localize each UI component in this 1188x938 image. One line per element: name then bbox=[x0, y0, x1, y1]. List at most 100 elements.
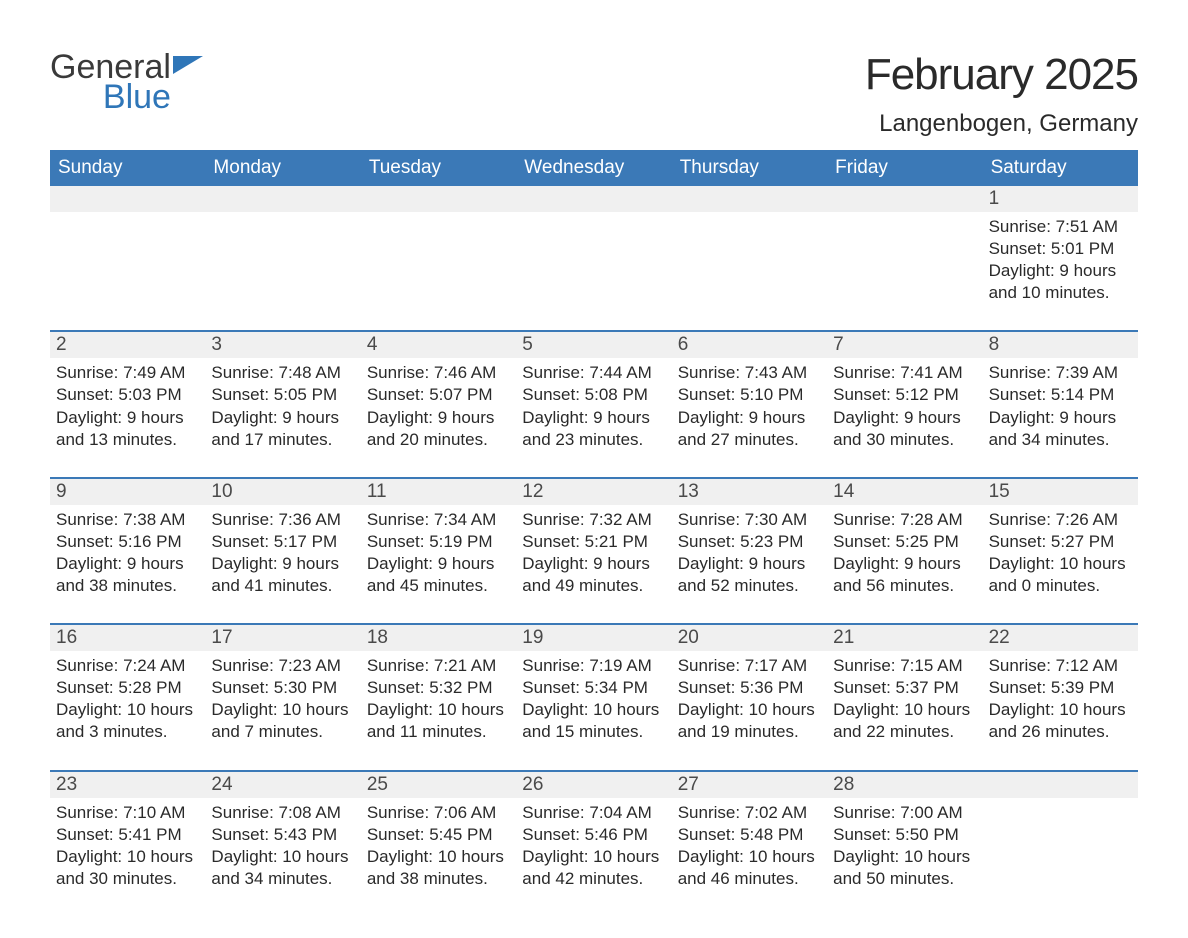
day-number: 13 bbox=[672, 479, 827, 505]
location: Langenbogen, Germany bbox=[865, 110, 1138, 138]
calendar-cell: Sunrise: 7:10 AMSunset: 5:41 PMDaylight:… bbox=[50, 798, 205, 898]
sunrise-text: Sunrise: 7:43 AM bbox=[678, 363, 807, 382]
calendar-cell: Sunrise: 7:28 AMSunset: 5:25 PMDaylight:… bbox=[827, 505, 982, 605]
calendar-cell: Sunrise: 7:21 AMSunset: 5:32 PMDaylight:… bbox=[361, 651, 516, 751]
daylight-text: Daylight: 9 hours and 17 minutes. bbox=[211, 408, 339, 449]
daylight-text: Daylight: 9 hours and 34 minutes. bbox=[989, 408, 1117, 449]
day-number bbox=[361, 186, 516, 212]
sunset-text: Sunset: 5:34 PM bbox=[522, 678, 648, 697]
calendar-cell: Sunrise: 7:06 AMSunset: 5:45 PMDaylight:… bbox=[361, 798, 516, 898]
daylight-text: Daylight: 9 hours and 30 minutes. bbox=[833, 408, 961, 449]
sunset-text: Sunset: 5:19 PM bbox=[367, 532, 493, 551]
sunrise-text: Sunrise: 7:12 AM bbox=[989, 656, 1118, 675]
day-number bbox=[827, 186, 982, 212]
sunset-text: Sunset: 5:37 PM bbox=[833, 678, 959, 697]
sunset-text: Sunset: 5:36 PM bbox=[678, 678, 804, 697]
weekday-sunday: Sunday bbox=[50, 150, 205, 186]
sunrise-text: Sunrise: 7:17 AM bbox=[678, 656, 807, 675]
daynum-row: 1 bbox=[50, 186, 1138, 212]
daylight-text: Daylight: 10 hours and 0 minutes. bbox=[989, 554, 1126, 595]
sunrise-text: Sunrise: 7:51 AM bbox=[989, 217, 1118, 236]
calendar-cell: Sunrise: 7:32 AMSunset: 5:21 PMDaylight:… bbox=[516, 505, 671, 605]
sunset-text: Sunset: 5:10 PM bbox=[678, 385, 804, 404]
daylight-text: Daylight: 9 hours and 41 minutes. bbox=[211, 554, 339, 595]
weekday-monday: Monday bbox=[205, 150, 360, 186]
calendar-week: 1Sunrise: 7:51 AMSunset: 5:01 PMDaylight… bbox=[50, 186, 1138, 312]
daylight-text: Daylight: 9 hours and 23 minutes. bbox=[522, 408, 650, 449]
sunset-text: Sunset: 5:05 PM bbox=[211, 385, 337, 404]
sunset-text: Sunset: 5:28 PM bbox=[56, 678, 182, 697]
sunrise-text: Sunrise: 7:00 AM bbox=[833, 803, 962, 822]
day-number: 14 bbox=[827, 479, 982, 505]
sunrise-text: Sunrise: 7:39 AM bbox=[989, 363, 1118, 382]
calendar-cell: Sunrise: 7:24 AMSunset: 5:28 PMDaylight:… bbox=[50, 651, 205, 751]
day-number: 10 bbox=[205, 479, 360, 505]
day-number: 12 bbox=[516, 479, 671, 505]
calendar-cell: Sunrise: 7:38 AMSunset: 5:16 PMDaylight:… bbox=[50, 505, 205, 605]
day-number: 19 bbox=[516, 625, 671, 651]
calendar-cell: Sunrise: 7:51 AMSunset: 5:01 PMDaylight:… bbox=[983, 212, 1138, 312]
weekday-saturday: Saturday bbox=[983, 150, 1138, 186]
daylight-text: Daylight: 9 hours and 38 minutes. bbox=[56, 554, 184, 595]
daylight-text: Daylight: 9 hours and 10 minutes. bbox=[989, 261, 1117, 302]
brand-triangle-icon bbox=[173, 56, 203, 74]
day-number: 25 bbox=[361, 772, 516, 798]
calendar-cell: Sunrise: 7:17 AMSunset: 5:36 PMDaylight:… bbox=[672, 651, 827, 751]
sunset-text: Sunset: 5:14 PM bbox=[989, 385, 1115, 404]
day-number: 18 bbox=[361, 625, 516, 651]
sunrise-text: Sunrise: 7:48 AM bbox=[211, 363, 340, 382]
calendar-cell bbox=[672, 212, 827, 312]
sunrise-text: Sunrise: 7:15 AM bbox=[833, 656, 962, 675]
sunset-text: Sunset: 5:08 PM bbox=[522, 385, 648, 404]
day-number: 1 bbox=[983, 186, 1138, 212]
calendar-cell: Sunrise: 7:34 AMSunset: 5:19 PMDaylight:… bbox=[361, 505, 516, 605]
sunset-text: Sunset: 5:32 PM bbox=[367, 678, 493, 697]
daynum-row: 9101112131415 bbox=[50, 479, 1138, 505]
calendar-week: 232425262728Sunrise: 7:10 AMSunset: 5:41… bbox=[50, 770, 1138, 898]
day-number: 27 bbox=[672, 772, 827, 798]
sunrise-text: Sunrise: 7:26 AM bbox=[989, 510, 1118, 529]
sunrise-text: Sunrise: 7:19 AM bbox=[522, 656, 651, 675]
calendar-cell: Sunrise: 7:48 AM Sunset: 5:05 PM Daylight:… bbox=[205, 358, 360, 458]
day-number: 26 bbox=[516, 772, 671, 798]
daylight-text: Daylight: 10 hours and 30 minutes. bbox=[56, 847, 193, 888]
daylight-text: Daylight: 9 hours and 56 minutes. bbox=[833, 554, 961, 595]
brand-logo: General Blue bbox=[50, 50, 203, 114]
daynum-row: 16171819202122 bbox=[50, 625, 1138, 651]
daylight-text: Daylight: 9 hours and 45 minutes. bbox=[367, 554, 495, 595]
weekday-tuesday: Tuesday bbox=[361, 150, 516, 186]
sunset-text: Sunset: 5:07 PM bbox=[367, 385, 493, 404]
day-number: 23 bbox=[50, 772, 205, 798]
day-number: 7 bbox=[827, 332, 982, 358]
daylight-text: Daylight: 10 hours and 3 minutes. bbox=[56, 700, 193, 741]
weekday-friday: Friday bbox=[827, 150, 982, 186]
daylight-text: Daylight: 9 hours and 20 minutes. bbox=[367, 408, 495, 449]
calendar-cell: Sunrise: 7:49 AMSunset: 5:03 PMDaylight:… bbox=[50, 358, 205, 458]
day-number: 15 bbox=[983, 479, 1138, 505]
calendar-week: 2345678Sunrise: 7:49 AMSunset: 5:03 PMDa… bbox=[50, 330, 1138, 458]
calendar-cell: Sunrise: 7:26 AM Sunset: 5:27 PM Daylight:… bbox=[983, 505, 1138, 605]
sunrise-text: Sunrise: 7:32 AM bbox=[522, 510, 651, 529]
day-number bbox=[672, 186, 827, 212]
sunrise-text: Sunrise: 7:04 AM bbox=[522, 803, 651, 822]
daylight-text: Daylight: 10 hours and 38 minutes. bbox=[367, 847, 504, 888]
calendar-cell: Sunrise: 7:30 AMSunset: 5:23 PMDaylight:… bbox=[672, 505, 827, 605]
sunrise-text: Sunrise: 7:38 AM bbox=[56, 510, 185, 529]
day-number bbox=[205, 186, 360, 212]
daylight-text: Daylight: 10 hours and 11 minutes. bbox=[367, 700, 504, 741]
calendar-cell bbox=[983, 798, 1138, 898]
weeks-container: 1Sunrise: 7:51 AMSunset: 5:01 PMDaylight… bbox=[50, 186, 1138, 898]
calendar-cell: Sunrise: 7:04 AMSunset: 5:46 PMDaylight:… bbox=[516, 798, 671, 898]
sunset-text: Sunset: 5:41 PM bbox=[56, 825, 182, 844]
day-number: 9 bbox=[50, 479, 205, 505]
weekday-thursday: Thursday bbox=[672, 150, 827, 186]
daylight-text: Daylight: 10 hours and 42 minutes. bbox=[522, 847, 659, 888]
day-number: 3 bbox=[205, 332, 360, 358]
sunset-text: Sunset: 5:12 PM bbox=[833, 385, 959, 404]
daylight-text: Daylight: 10 hours and 15 minutes. bbox=[522, 700, 659, 741]
brand-text: General Blue bbox=[50, 50, 171, 114]
calendar-cell bbox=[361, 212, 516, 312]
day-number bbox=[50, 186, 205, 212]
weekday-header: Sunday Monday Tuesday Wednesday Thursday… bbox=[50, 150, 1138, 186]
sunset-text: Sunset: 5:27 PM bbox=[989, 532, 1115, 551]
